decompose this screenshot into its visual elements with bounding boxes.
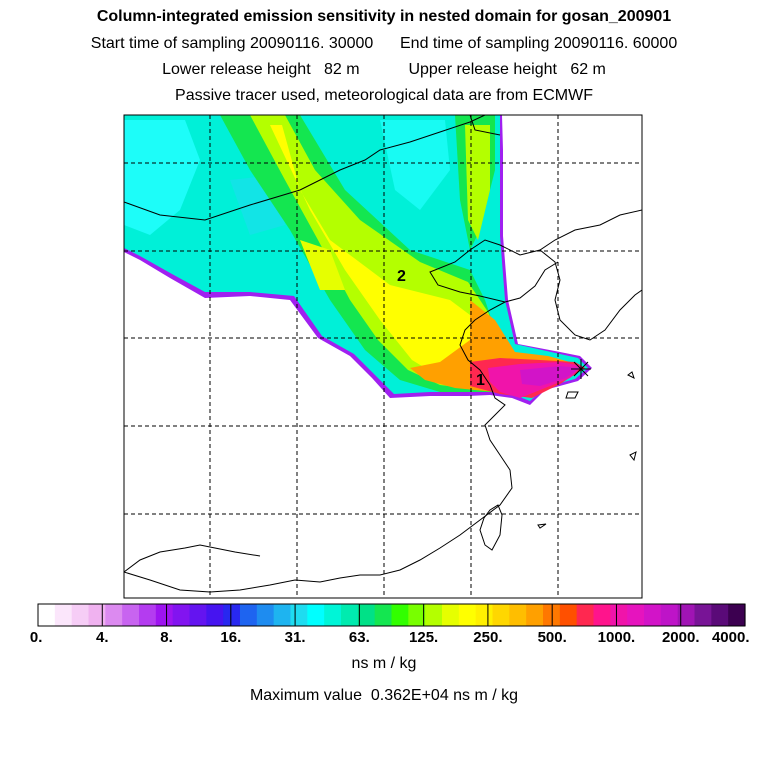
- colorbar-cell: [374, 604, 393, 626]
- colorbar-cell: [240, 604, 258, 626]
- colorbar-cell: [559, 604, 578, 626]
- colorbar-cell: [307, 604, 325, 626]
- colorbar-cell: [492, 604, 510, 626]
- colorbar-cell: [509, 604, 527, 626]
- cyan-patch: [124, 120, 200, 235]
- colorbar-cell: [273, 604, 292, 626]
- colorbar-cell: [458, 604, 477, 626]
- colorbar-cell: [425, 604, 443, 626]
- colorbar-cell: [694, 604, 712, 626]
- colorbar-cell: [206, 604, 224, 626]
- island-coast: [629, 451, 637, 462]
- colorbar-tick-label: 1000.: [597, 629, 636, 646]
- colorbar-cell: [711, 604, 729, 626]
- region-label-2: 2: [397, 268, 406, 285]
- jeju-coast: [565, 391, 579, 399]
- colorbar-cell: [54, 604, 73, 626]
- colorbar-frame: [37, 603, 746, 627]
- colorbar-cell: [38, 604, 56, 626]
- colorbar-tick-label: 250.: [473, 629, 503, 646]
- colorbar-cell: [71, 604, 90, 626]
- colorbar-units: ns m / kg: [351, 655, 417, 672]
- coastlines: [124, 115, 642, 593]
- coastline: [539, 249, 642, 341]
- sensitivity-yellow: [270, 125, 505, 385]
- colorbar-tick-label: 4.: [96, 629, 109, 646]
- colorbar-cell: [290, 604, 308, 626]
- cyan-patch: [380, 120, 450, 210]
- colorbar-cells: [38, 604, 746, 626]
- colorbar-cell: [88, 604, 106, 626]
- colorbar-tick-label: 500.: [537, 629, 567, 646]
- colorbar-cell: [324, 604, 342, 626]
- plot-title: Column-integrated emission sensitivity i…: [96, 8, 672, 25]
- colorbar-cell: [677, 604, 696, 626]
- colorbar-tick-label: 0.: [29, 629, 43, 646]
- colorbar-cell: [627, 604, 645, 626]
- colorbar-cell: [593, 604, 611, 626]
- map-frame: [123, 114, 643, 599]
- colorbar-cell: [526, 604, 544, 626]
- colorbar-cell: [341, 604, 359, 626]
- taiwan-coast: [479, 504, 503, 551]
- colorbar-cell: [442, 604, 460, 626]
- colorbar-cell: [189, 604, 207, 626]
- colorbar-cell: [475, 604, 494, 626]
- colorbar-cell: [408, 604, 426, 626]
- colorbar-cell: [122, 604, 140, 626]
- region-label-1: 1: [476, 372, 485, 389]
- tracer-info: Passive tracer used, meteorological data…: [175, 87, 593, 104]
- sensitivity-yellow: [300, 240, 345, 290]
- lat-lon-grid: [124, 115, 642, 598]
- receptor-star-icon: [571, 359, 591, 379]
- colorbar-tick-label: 4000.: [711, 629, 750, 646]
- island-coast: [627, 371, 635, 379]
- border-line: [469, 115, 501, 136]
- colorbar-tick-label: 2000.: [661, 629, 700, 646]
- colorbar-cell: [610, 604, 628, 626]
- colorbar-tick-label: 8.: [160, 629, 173, 646]
- colorbar-tick-label: 16.: [220, 629, 242, 646]
- colorbar-cell: [644, 604, 662, 626]
- coastline: [124, 115, 486, 221]
- border-line: [124, 544, 261, 573]
- colorbar-cell: [391, 604, 409, 626]
- release-heights: Lower release height 82 m Upper release …: [162, 61, 606, 78]
- colorbar-cell: [155, 604, 174, 626]
- colorbar-cell: [660, 604, 679, 626]
- colorbar-cell: [223, 604, 241, 626]
- maximum-value: Maximum value 0.362E+04 ns m / kg: [249, 687, 519, 704]
- coastline: [429, 209, 642, 303]
- sensitivity-max: [520, 366, 580, 386]
- coastline: [124, 301, 513, 593]
- colorbar-tick-label: 31.: [284, 629, 306, 646]
- colorbar-cell: [139, 604, 157, 626]
- colorbar-cell: [172, 604, 191, 626]
- colorbar-tick-label: 63.: [348, 629, 370, 646]
- colorbar-dividers: [101, 604, 682, 626]
- sampling-times: Start time of sampling 20090116. 30000 E…: [90, 35, 678, 52]
- island-coast: [537, 523, 547, 529]
- colorbar-cell: [105, 604, 123, 626]
- colorbar-cell: [576, 604, 595, 626]
- colorbar-tick-label: 125.: [409, 629, 439, 646]
- colorbar-cell: [357, 604, 376, 626]
- colorbar-cell: [728, 604, 746, 626]
- colorbar-cell: [256, 604, 275, 626]
